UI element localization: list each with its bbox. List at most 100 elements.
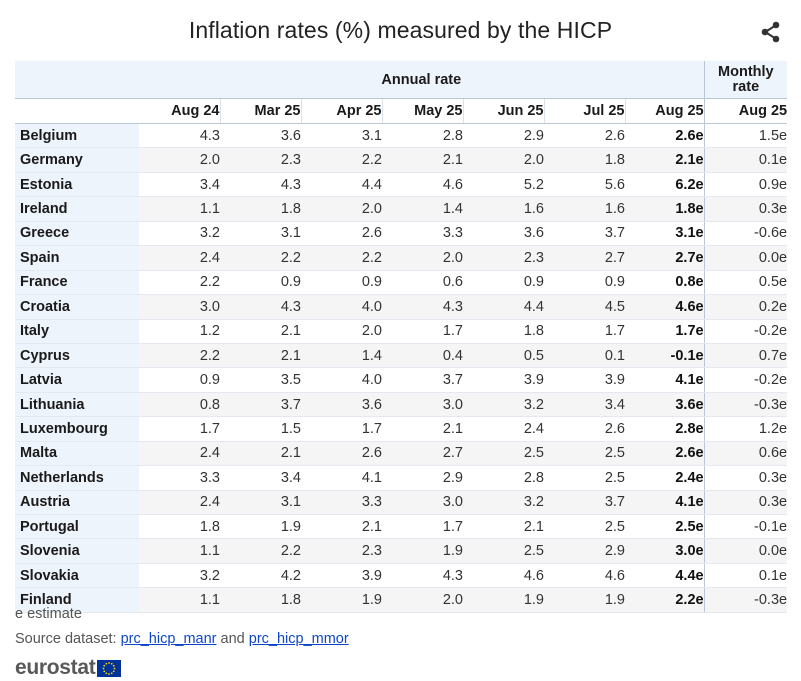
annual-rate-cell: 2.5 bbox=[544, 465, 625, 491]
table-row: Slovenia 1.1 2.2 2.3 1.9 2.5 2.9 3.0e 0.0e bbox=[15, 538, 788, 564]
annual-rate-cell: 3.7 bbox=[544, 490, 625, 516]
table-row: Ireland 1.1 1.8 2.0 1.4 1.6 1.6 1.8e 0.3e bbox=[15, 196, 788, 222]
annual-rate-cell: 1.9 bbox=[382, 538, 463, 564]
annual-rate-cell: 4.3 bbox=[139, 123, 220, 149]
annual-rate-cell: 4.4 bbox=[463, 294, 544, 320]
annual-rate-cell: 4.1e bbox=[625, 490, 705, 516]
share-button[interactable] bbox=[759, 20, 783, 44]
monthly-rate-cell: 0.1e bbox=[703, 147, 788, 173]
annual-rate-cell: 0.8e bbox=[625, 270, 705, 296]
country-cell: Belgium bbox=[15, 123, 139, 149]
annual-rate-cell: 2.2 bbox=[301, 147, 382, 173]
annual-rate-cell: 2.9 bbox=[463, 123, 544, 149]
page-title: Inflation rates (%) measured by the HICP bbox=[188, 17, 613, 43]
annual-rate-cell: 3.9 bbox=[301, 563, 382, 589]
annual-rate-cell: 1.9 bbox=[463, 587, 544, 613]
monthly-rate-cell: 0.9e bbox=[703, 172, 788, 198]
table-row: Netherlands 3.3 3.4 4.1 2.9 2.8 2.5 2.4e 0.3e bbox=[15, 465, 788, 491]
annual-rate-cell: -0.1e bbox=[625, 343, 705, 369]
table-row: Cyprus 2.2 2.1 1.4 0.4 0.5 0.1 -0.1e 0.7e bbox=[15, 343, 788, 369]
annual-rate-cell: 3.6 bbox=[220, 123, 301, 149]
monthly-rate-cell: 0.0e bbox=[703, 245, 788, 271]
annual-rate-cell: 1.7 bbox=[382, 319, 463, 344]
annual-rate-cell: 1.4 bbox=[301, 343, 382, 369]
annual-rate-cell: 3.1 bbox=[220, 490, 301, 516]
country-cell: Finland bbox=[15, 587, 139, 613]
annual-rate-cell: 2.2 bbox=[139, 270, 220, 296]
annual-rate-cell: 4.1 bbox=[301, 465, 382, 491]
monthly-rate-cell: 1.2e bbox=[703, 416, 788, 442]
country-cell: Luxembourg bbox=[15, 416, 139, 442]
annual-rate-cell: 4.3 bbox=[382, 563, 463, 589]
annual-rate-cell: 0.9 bbox=[301, 270, 382, 296]
column-header: Aug 24 bbox=[139, 98, 220, 124]
monthly-rate-cell: 0.5e bbox=[703, 270, 788, 296]
annual-rate-cell: 3.2 bbox=[463, 392, 544, 418]
monthly-rate-header: Monthly rate bbox=[703, 61, 788, 99]
annual-rate-cell: 1.6 bbox=[463, 196, 544, 222]
source-link-manr[interactable]: prc_hicp_manr bbox=[120, 631, 217, 647]
annual-rate-cell: 1.9 bbox=[544, 587, 625, 613]
annual-rate-cell: 4.6e bbox=[625, 294, 705, 320]
annual-rate-cell: 2.5 bbox=[463, 538, 544, 564]
country-cell: Italy bbox=[15, 319, 139, 344]
annual-rate-cell: 2.1 bbox=[382, 416, 463, 442]
annual-rate-cell: 3.2 bbox=[463, 490, 544, 516]
monthly-rate-cell: 0.2e bbox=[703, 294, 788, 320]
country-cell: Ireland bbox=[15, 196, 139, 222]
monthly-rate-cell: 0.7e bbox=[703, 343, 788, 369]
annual-rate-cell: 2.6 bbox=[544, 123, 625, 149]
source-link-mmor[interactable]: prc_hicp_mmor bbox=[248, 631, 349, 647]
annual-rate-cell: 3.5 bbox=[220, 367, 301, 393]
annual-rate-cell: 3.0 bbox=[139, 294, 220, 320]
annual-rate-cell: 3.2 bbox=[139, 563, 220, 589]
annual-rate-cell: 4.5 bbox=[544, 294, 625, 320]
column-header: Aug 25 bbox=[624, 98, 705, 124]
annual-rate-cell: 1.8 bbox=[220, 196, 301, 222]
annual-rate-cell: 2.6 bbox=[301, 221, 382, 247]
country-cell: Spain bbox=[15, 245, 139, 271]
annual-rate-cell: 1.9 bbox=[301, 587, 382, 613]
country-cell: Croatia bbox=[15, 294, 139, 320]
annual-rate-cell: 3.3 bbox=[301, 490, 382, 516]
annual-rate-cell: 1.8 bbox=[139, 514, 220, 540]
column-header: Jul 25 bbox=[543, 98, 625, 124]
annual-rate-cell: 2.7 bbox=[544, 245, 625, 271]
monthly-rate-line2: rate bbox=[732, 78, 760, 95]
table-row: Austria 2.4 3.1 3.3 3.0 3.2 3.7 4.1e 0.3e bbox=[15, 490, 788, 516]
annual-rate-cell: 3.0 bbox=[382, 490, 463, 516]
column-header: May 25 bbox=[381, 98, 463, 124]
annual-rate-cell: 2.1 bbox=[301, 514, 382, 540]
table-row: Estonia 3.4 4.3 4.4 4.6 5.2 5.6 6.2e 0.9e bbox=[15, 172, 788, 198]
annual-rate-cell: 2.0 bbox=[139, 147, 220, 173]
share-icon bbox=[761, 21, 780, 43]
annual-rate-cell: 4.1e bbox=[625, 367, 705, 393]
annual-rate-cell: 3.6 bbox=[463, 221, 544, 247]
country-cell: Greece bbox=[15, 221, 139, 247]
annual-rate-cell: 4.0 bbox=[301, 367, 382, 393]
annual-rate-cell: 2.2 bbox=[220, 538, 301, 564]
annual-rate-cell: 2.1 bbox=[220, 343, 301, 369]
country-cell: Slovenia bbox=[15, 538, 139, 564]
annual-rate-cell: 2.7 bbox=[382, 441, 463, 467]
column-header: Jun 25 bbox=[462, 98, 544, 124]
annual-rate-cell: 0.9 bbox=[463, 270, 544, 296]
annual-rate-cell: 3.3 bbox=[139, 465, 220, 491]
annual-rate-cell: 3.7 bbox=[382, 367, 463, 393]
country-cell: Cyprus bbox=[15, 343, 139, 369]
annual-rate-cell: 4.3 bbox=[220, 294, 301, 320]
annual-rate-cell: 2.3 bbox=[463, 245, 544, 271]
annual-rate-cell: 2.4 bbox=[139, 490, 220, 516]
annual-rate-header: Annual rate bbox=[139, 61, 705, 99]
annual-rate-cell: 1.4 bbox=[382, 196, 463, 222]
annual-rate-cell: 3.1 bbox=[301, 123, 382, 149]
annual-rate-cell: 2.9 bbox=[382, 465, 463, 491]
annual-rate-cell: 1.8 bbox=[463, 319, 544, 344]
annual-rate-cell: 3.7 bbox=[544, 221, 625, 247]
annual-rate-cell: 4.6 bbox=[544, 563, 625, 589]
annual-rate-cell: 1.7 bbox=[139, 416, 220, 442]
annual-rate-cell: 4.6 bbox=[382, 172, 463, 198]
source-joiner: and bbox=[216, 631, 249, 647]
annual-rate-cell: 2.5 bbox=[463, 441, 544, 467]
annual-rate-cell: 2.0 bbox=[301, 319, 382, 344]
